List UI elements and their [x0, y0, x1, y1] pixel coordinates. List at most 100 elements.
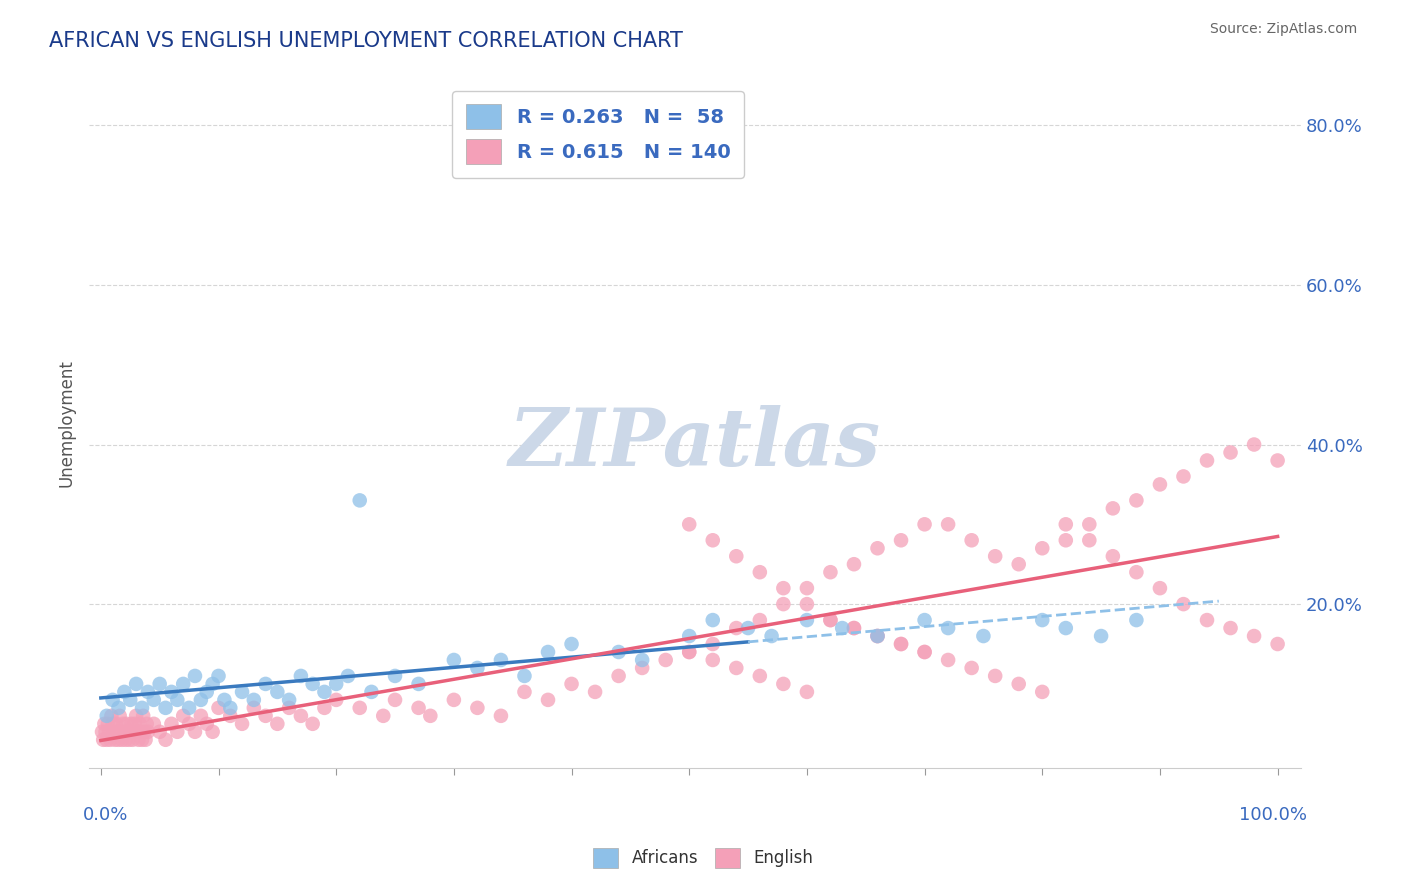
Point	[98, 724, 121, 739]
Point	[1008, 677, 1031, 691]
Point	[384, 693, 406, 707]
Text: AFRICAN VS ENGLISH UNEMPLOYMENT CORRELATION CHART: AFRICAN VS ENGLISH UNEMPLOYMENT CORRELAT…	[49, 31, 683, 51]
Point	[654, 653, 676, 667]
Point	[122, 724, 145, 739]
Point	[408, 677, 430, 691]
Point	[190, 709, 212, 723]
Point	[110, 724, 132, 739]
Point	[419, 709, 441, 723]
Point	[890, 533, 912, 548]
Point	[1125, 493, 1147, 508]
Point	[678, 517, 700, 532]
Point	[124, 716, 146, 731]
Point	[513, 669, 536, 683]
Point	[219, 709, 242, 723]
Point	[972, 629, 994, 643]
Point	[866, 629, 889, 643]
Point	[1008, 558, 1031, 572]
Point	[136, 724, 159, 739]
Text: ZIPatlas: ZIPatlas	[509, 405, 882, 482]
Point	[678, 645, 700, 659]
Point	[177, 716, 200, 731]
Point	[93, 716, 115, 731]
Point	[166, 693, 188, 707]
Point	[761, 629, 783, 643]
Point	[336, 669, 359, 683]
Point	[1031, 685, 1053, 699]
Point	[108, 709, 131, 723]
Point	[97, 716, 120, 731]
Point	[177, 701, 200, 715]
Point	[134, 724, 156, 739]
Point	[583, 685, 606, 699]
Point	[1102, 549, 1125, 564]
Point	[537, 693, 560, 707]
Point	[112, 685, 135, 699]
Text: Source: ZipAtlas.com: Source: ZipAtlas.com	[1209, 22, 1357, 37]
Text: 0.0%: 0.0%	[83, 805, 128, 823]
Point	[129, 724, 152, 739]
Point	[631, 661, 654, 675]
Point	[820, 565, 842, 579]
Point	[107, 701, 129, 715]
Point	[166, 724, 188, 739]
Point	[214, 693, 236, 707]
Point	[100, 709, 122, 723]
Point	[842, 621, 865, 635]
Point	[866, 629, 889, 643]
Point	[1195, 453, 1218, 467]
Point	[1219, 621, 1241, 635]
Point	[914, 645, 936, 659]
Point	[104, 732, 127, 747]
Point	[207, 669, 229, 683]
Point	[125, 709, 148, 723]
Point	[207, 701, 229, 715]
Point	[678, 629, 700, 643]
Point	[160, 716, 183, 731]
Point	[201, 724, 224, 739]
Point	[314, 701, 336, 715]
Point	[111, 732, 134, 747]
Point	[936, 517, 959, 532]
Legend: R = 0.263   N =  58, R = 0.615   N = 140: R = 0.263 N = 58, R = 0.615 N = 140	[453, 91, 744, 178]
Point	[725, 621, 748, 635]
Point	[125, 677, 148, 691]
Point	[443, 653, 465, 667]
Point	[103, 724, 125, 739]
Point	[135, 732, 157, 747]
Point	[136, 685, 159, 699]
Point	[231, 716, 253, 731]
Point	[142, 716, 165, 731]
Point	[101, 693, 124, 707]
Point	[1267, 453, 1289, 467]
Point	[725, 549, 748, 564]
Point	[1173, 469, 1195, 483]
Point	[607, 645, 630, 659]
Point	[890, 637, 912, 651]
Point	[201, 677, 224, 691]
Point	[219, 701, 242, 715]
Point	[678, 645, 700, 659]
Point	[254, 709, 277, 723]
Point	[266, 716, 288, 731]
Point	[96, 709, 118, 723]
Point	[702, 653, 724, 667]
Point	[120, 693, 142, 707]
Point	[489, 653, 512, 667]
Point	[325, 693, 347, 707]
Point	[172, 677, 194, 691]
Point	[1267, 637, 1289, 651]
Point	[172, 709, 194, 723]
Point	[112, 716, 135, 731]
Point	[772, 597, 794, 611]
Point	[796, 685, 818, 699]
Point	[1102, 501, 1125, 516]
Point	[820, 613, 842, 627]
Point	[1054, 533, 1077, 548]
Point	[1243, 629, 1265, 643]
Point	[1173, 597, 1195, 611]
Point	[866, 629, 889, 643]
Point	[266, 685, 288, 699]
Point	[984, 669, 1007, 683]
Point	[349, 701, 371, 715]
